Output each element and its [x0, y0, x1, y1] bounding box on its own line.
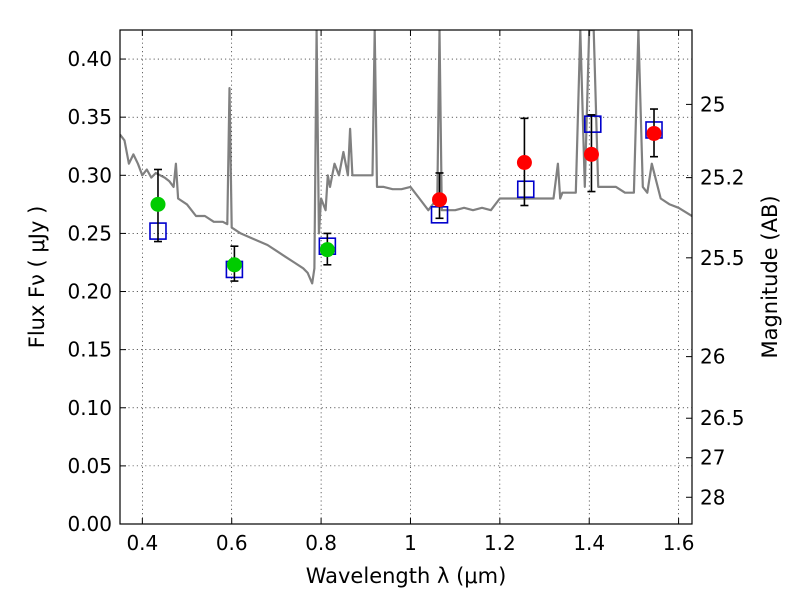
- right-tick-label: 25: [700, 92, 725, 116]
- plot-frame: [119, 29, 693, 525]
- x-tick-label: 1.6: [663, 531, 695, 555]
- x-tick-label: 0.6: [216, 531, 248, 555]
- y-tick-label: 0.10: [67, 396, 112, 420]
- right-tick-label: 26: [700, 345, 725, 369]
- observed-point-red: [583, 146, 599, 162]
- y-axis-label: Flux Fν ( μJy ): [25, 206, 49, 349]
- y-tick-label: 0.35: [67, 105, 112, 129]
- y-tick-label: 0.40: [67, 47, 112, 71]
- model-spectrum-line: [120, 30, 692, 285]
- plot-data: [120, 30, 692, 285]
- y-tick-label: 0.20: [67, 280, 112, 304]
- model-photometry-point: [516, 180, 535, 199]
- y-tick-label: 0.00: [67, 512, 112, 536]
- y-tick-label: 0.30: [67, 163, 112, 187]
- x-tick-label: 1: [404, 531, 417, 555]
- observed-point-green: [226, 257, 242, 273]
- y-tick-label: 0.15: [67, 338, 112, 362]
- right-tick-label: 26.5: [700, 406, 745, 430]
- right-tick-label: 25.2: [700, 166, 745, 190]
- observed-point-red: [646, 125, 662, 141]
- grid: [120, 30, 692, 525]
- x-tick-label: 1.4: [573, 531, 605, 555]
- right-axis-label: Magnitude (AB): [758, 195, 782, 358]
- x-tick-label: 0.8: [305, 531, 337, 555]
- model-photometry-point: [583, 115, 602, 133]
- x-tick-label: 0.4: [126, 531, 158, 555]
- ticks: 0.4 0.6 0.8 1 1.2 1.4 1.6 0.00 0.05 0.10 0.15 0.20 0…: [67, 30, 745, 555]
- x-tick-label: 1.2: [484, 531, 516, 555]
- x-axis-label: Wavelength λ (μm): [306, 564, 507, 588]
- observed-point-green: [319, 242, 335, 258]
- observed-point-red: [432, 192, 448, 208]
- observed-point-red: [516, 155, 532, 171]
- y-tick-label: 0.05: [67, 454, 112, 478]
- y-tick-label: 0.25: [67, 221, 112, 245]
- right-tick-label: 28: [700, 485, 725, 509]
- right-tick-label: 27: [700, 446, 725, 470]
- right-tick-label: 25.5: [700, 246, 745, 270]
- observed-point-green: [150, 196, 166, 212]
